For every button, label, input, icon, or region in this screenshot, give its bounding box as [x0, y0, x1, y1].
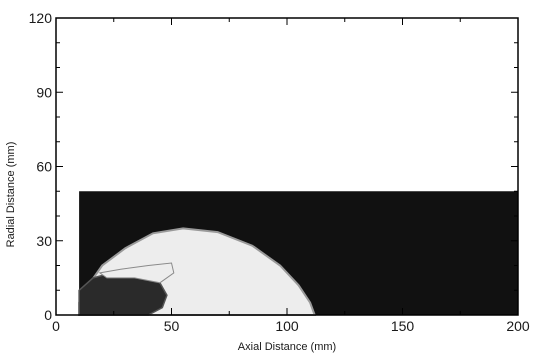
x-tick-label: 0 [52, 318, 60, 334]
plot-area [56, 18, 518, 316]
y-tick-label: 120 [29, 10, 53, 26]
x-tick-label: 200 [506, 318, 530, 334]
y-tick-label: 60 [36, 159, 52, 175]
jet-region [98, 262, 175, 284]
axes: 0 50 100 150 200 0 30 60 90 120 [29, 10, 530, 334]
x-tick-label: 150 [391, 318, 415, 334]
x-tick-label: 50 [164, 318, 180, 334]
x-axis-title: Axial Distance (mm) [238, 341, 336, 353]
y-axis-title: Radial Distance (mm) [5, 142, 17, 248]
x-tick-label: 100 [275, 318, 299, 334]
y-tick-label: 0 [44, 307, 52, 323]
y-tick-label: 90 [36, 84, 52, 100]
y-tick-label: 30 [36, 233, 52, 249]
